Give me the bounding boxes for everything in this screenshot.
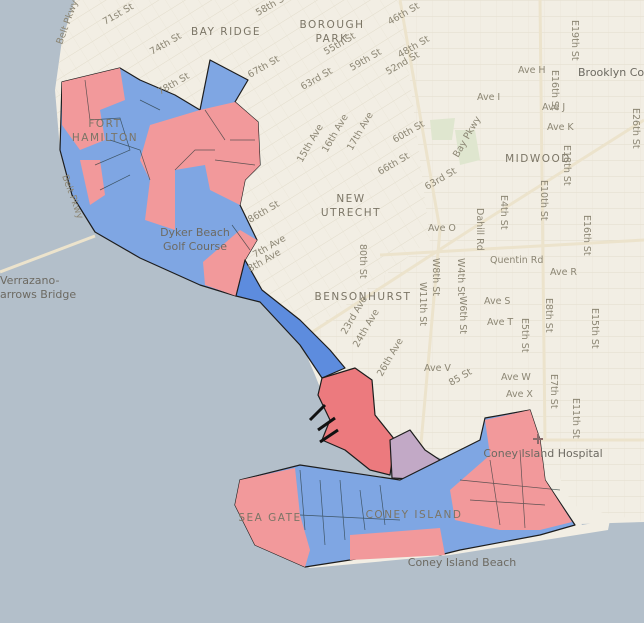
neighborhood-label: BENSONHURST [315,291,412,303]
hospital-icon [533,434,543,444]
street-label: Quentin Rd [490,255,543,266]
street-label: E4th St [498,195,509,230]
street-label: Ave T [487,317,513,328]
neighborhood-label: HAMILTON [72,132,138,144]
neighborhood-label: MIDWOOD [505,153,571,165]
street-label: E5th St [519,318,530,353]
neighborhood-label: BAY RIDGE [191,26,261,38]
neighborhood-label: UTRECHT [321,207,381,219]
precinct [203,230,257,296]
street-label: Ave J [542,102,565,113]
street-label: Ave W [501,372,531,383]
place-label: Dyker Beach [160,226,230,239]
street-label: 80th St [357,244,368,279]
street-label: E16th St [549,70,560,111]
precinct [450,410,572,530]
street-label: E18th St [561,145,572,186]
place-label: arrows Bridge [0,288,76,301]
neighborhood-label: PARK [315,33,348,45]
street-label: Ave S [484,296,510,307]
precinct [80,160,105,205]
street-label: E19th St [569,20,580,61]
neighborhood-label: NEW [336,193,365,205]
place-label: Golf Course [163,240,227,253]
street-label: W8th St [430,258,441,296]
major-roads [0,0,644,456]
park [430,118,480,165]
pier [308,403,339,444]
place-label: Coney Island Beach [408,556,516,569]
precinct [235,468,310,567]
precinct [235,259,346,379]
precinct [62,68,125,150]
street-label: Ave V [424,363,451,374]
street-label: Ave I [477,92,500,103]
neighborhood-label: BOROUGH [299,19,364,31]
street-grid [300,0,644,522]
street-label: W11th St [417,282,428,326]
street-label: Ave R [550,267,577,278]
precinct [350,528,445,560]
street-label: W4th St [455,258,466,296]
place-label: Coney Island Hospital [483,447,602,460]
street-label: Dahill Rd [474,208,485,251]
neighborhood-label: CONEY ISLAND [366,509,463,521]
street-label: E11th St [570,398,581,439]
street-label: W6th St [457,296,468,334]
street-label: Ave H [518,65,546,76]
street-label: Ave O [428,223,456,234]
place-label: Brooklyn Col [578,66,644,79]
street-label: Ave X [506,389,533,400]
neighborhood-label: FORT [88,118,121,130]
street-label: E16th St [581,215,592,256]
street-label: E7th St [548,374,559,409]
street-label: E8th St [543,298,554,333]
street-label: Ave K [547,122,574,133]
place-label: Verrazano- [0,274,59,287]
precinct [140,102,260,230]
street-label: E26th St [630,108,641,149]
street-label: E15th St [589,308,600,349]
precincts [59,59,576,568]
neighborhood-label: SEA GATE [238,512,301,524]
precinct [317,367,396,476]
street-label: E10th St [538,180,549,221]
